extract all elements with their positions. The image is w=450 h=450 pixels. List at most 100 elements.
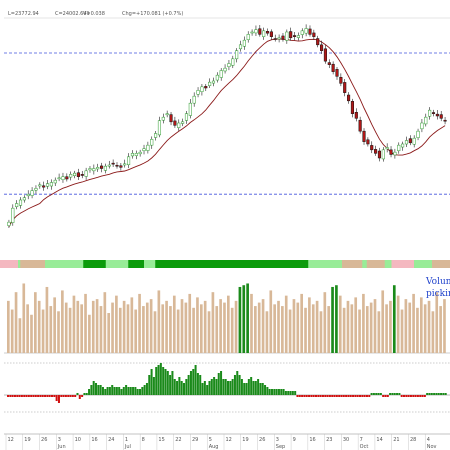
histogram-bar-positive (183, 383, 186, 395)
volume-bar (308, 297, 311, 353)
histogram-bar-positive (104, 389, 107, 395)
candle-body-down (204, 86, 208, 89)
volume-bar (34, 292, 37, 353)
histogram-bar-positive (157, 365, 160, 395)
candle-body-up (277, 37, 281, 40)
candle (231, 55, 235, 69)
candle (343, 79, 347, 97)
histogram-bar-negative (303, 395, 306, 397)
candle-body-down (316, 38, 320, 46)
candle-body-up (296, 35, 300, 38)
volume-bar (350, 304, 354, 353)
candle-body-down (269, 31, 273, 37)
candle (443, 117, 447, 125)
candle (215, 72, 219, 83)
volume-bar (68, 307, 72, 353)
volume-bar (142, 306, 145, 353)
histogram-bar-negative (74, 395, 77, 397)
histogram-bar-positive (257, 379, 260, 395)
x-tick-label: 12 (8, 437, 14, 443)
candle (304, 24, 308, 37)
histogram-panel (4, 362, 450, 413)
histogram-bar-negative (71, 395, 74, 397)
histogram-bar-positive (437, 393, 440, 395)
histogram-bar-positive (294, 391, 297, 395)
histogram-bar-positive (391, 393, 394, 395)
histogram-bar-positive (377, 393, 380, 395)
volume-bar (157, 290, 161, 353)
volume-bar (84, 293, 87, 353)
regime-segment (20, 260, 46, 268)
volume-bar (111, 302, 114, 353)
candle-body-up (103, 165, 107, 171)
histogram-bar-positive (277, 389, 280, 395)
candle-body-up (146, 144, 150, 151)
histogram-bar-positive (370, 393, 373, 395)
histogram-bar-positive (393, 393, 396, 395)
histogram-bar-negative (363, 395, 366, 397)
volume-bar (130, 297, 134, 353)
histogram-bar-positive (162, 367, 165, 395)
histogram-bar-positive (134, 387, 137, 395)
volume-bar (230, 307, 234, 353)
histogram-bar-negative (414, 395, 417, 397)
histogram-bar-positive (155, 367, 158, 395)
volume-bar (346, 300, 350, 353)
x-tick-label: 19 (24, 437, 30, 443)
volume-bar-highlight (242, 285, 246, 353)
candle (370, 141, 374, 154)
histogram-bar-positive (199, 375, 202, 395)
candle-body-up (96, 167, 100, 170)
candle-body-down (443, 119, 447, 122)
histogram-bar-negative (305, 395, 308, 397)
candle (281, 33, 285, 42)
x-tick-label: 10 (75, 437, 81, 443)
candle (11, 204, 15, 226)
candle-body-down (358, 119, 362, 132)
histogram-bar-negative (37, 395, 40, 397)
histogram-bar-positive (268, 389, 271, 395)
candle-body-down (439, 114, 443, 119)
candle (320, 40, 324, 54)
volume-bar (184, 302, 188, 353)
histogram-bar-negative (419, 395, 422, 397)
volume-bar (211, 292, 215, 353)
histogram-bar-negative (315, 395, 318, 397)
candle-body-up (262, 30, 266, 37)
histogram-bar-positive (203, 381, 206, 395)
candle (335, 67, 339, 80)
volume-bar (419, 297, 423, 353)
volume-bar (369, 302, 373, 353)
volume-bar (76, 300, 80, 353)
x-tick-label: 29 (192, 437, 198, 443)
histogram-bar-positive (238, 375, 241, 395)
histogram-bar-positive (243, 383, 246, 395)
candle (188, 98, 192, 119)
histogram-bar-positive (194, 365, 197, 395)
candle-body-up (428, 109, 432, 117)
volume-bar (327, 306, 331, 353)
candle (431, 109, 436, 117)
volume-bar (30, 314, 33, 353)
candle (100, 162, 104, 173)
volume-bar (365, 306, 369, 353)
candle (204, 84, 208, 92)
candle (26, 190, 30, 200)
price-readout: L=23772.94 C=24002.641 V=0.038 Chg=+170.… (8, 11, 183, 17)
volume-bar (49, 306, 53, 353)
candle (300, 28, 304, 39)
volume-bar (103, 292, 107, 353)
candle-body-up (420, 122, 424, 130)
regime-segment (308, 260, 343, 268)
regime-segment (0, 260, 19, 268)
regime-segment (105, 260, 129, 268)
histogram-bar-positive (152, 377, 155, 395)
histogram-bar-positive (444, 393, 447, 395)
histogram-bar-positive (259, 383, 262, 395)
histogram-bar-positive (132, 387, 135, 395)
candle (57, 173, 61, 182)
histogram-bar-negative (382, 395, 385, 397)
volume-bar (257, 302, 261, 353)
x-tick-label: 24 (108, 437, 114, 443)
histogram-bar-negative (400, 395, 403, 397)
